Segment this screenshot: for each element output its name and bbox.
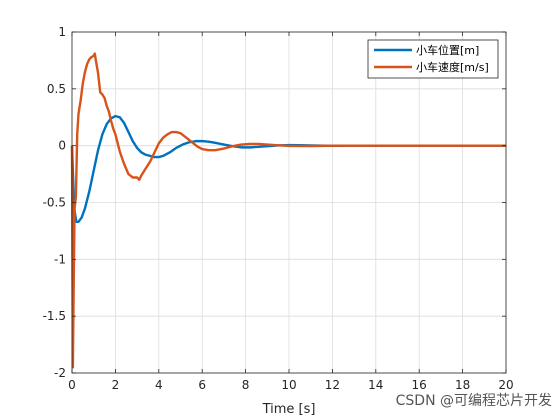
legend: 小车位置[m] 小车速度[m/s] <box>367 39 499 79</box>
series-line-velocity <box>70 52 506 369</box>
x-tick-label: 2 <box>112 378 120 392</box>
x-tick-label: 12 <box>325 378 340 392</box>
axis-ticks: 0 2 4 6 8 10 12 14 16 18 20 -2 -1.5 -1 -0.5 0 0.5 1 <box>43 25 514 392</box>
x-tick-label: 18 <box>455 378 470 392</box>
y-tick-label: -0.5 <box>43 196 66 210</box>
x-tick-label: 10 <box>281 378 296 392</box>
x-tick-label: 16 <box>412 378 427 392</box>
x-tick-label: 4 <box>155 378 163 392</box>
x-axis-label: Time [s] <box>262 402 316 417</box>
x-tick-label: 8 <box>242 378 250 392</box>
watermark: CSDN @可编程芯片开发 <box>396 393 552 409</box>
legend-box <box>367 39 499 79</box>
y-tick-label: 1 <box>58 25 66 39</box>
y-tick-label: -1 <box>54 252 66 266</box>
legend-label-velocity: 小车速度[m/s] <box>416 60 489 74</box>
x-tick-label: 6 <box>198 378 206 392</box>
y-tick-label: -2 <box>54 366 66 380</box>
x-tick-label: 0 <box>68 378 76 392</box>
y-tick-label: 0 <box>58 139 66 153</box>
series-lines <box>70 52 506 369</box>
x-tick-label: 20 <box>498 378 513 392</box>
y-tick-label: 0.5 <box>47 82 66 96</box>
x-tick-label: 14 <box>368 378 383 392</box>
legend-label-position: 小车位置[m] <box>416 43 479 57</box>
y-tick-label: -1.5 <box>43 309 66 323</box>
